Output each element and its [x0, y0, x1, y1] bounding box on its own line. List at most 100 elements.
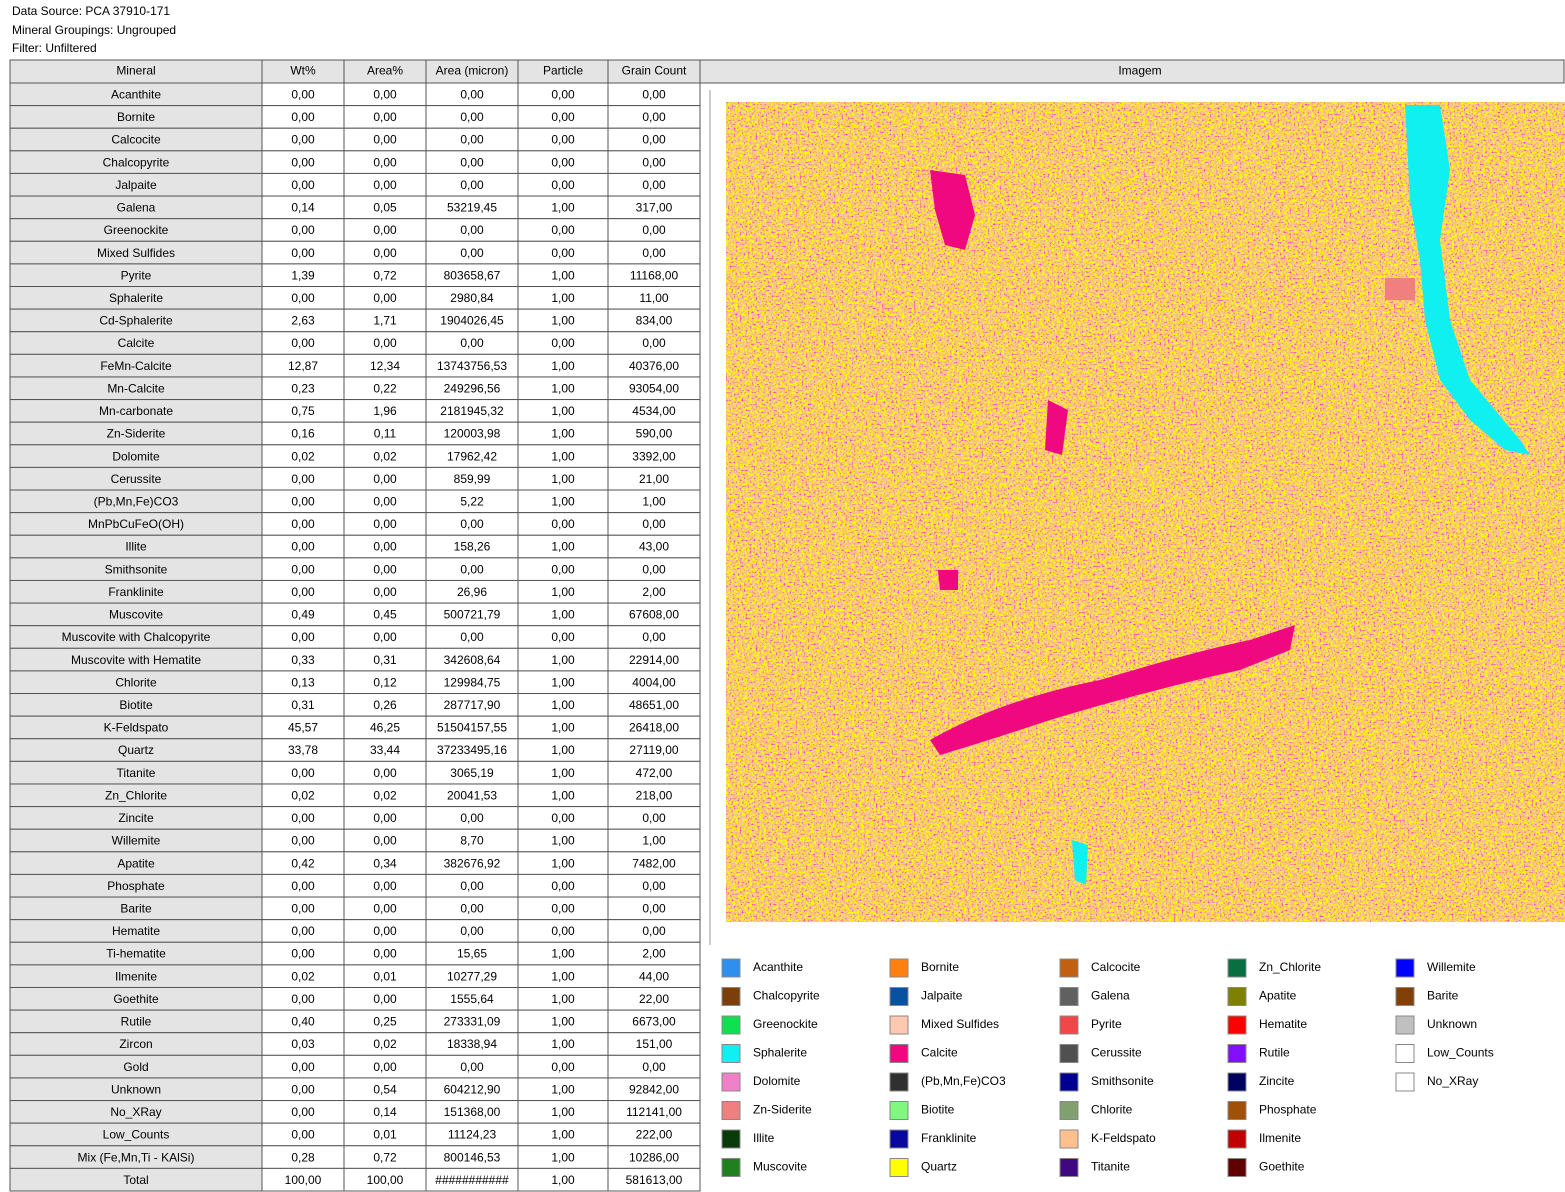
legend-label: Willemite: [1427, 960, 1476, 974]
cell-value: 17962,42: [447, 449, 497, 463]
mineral-name: Chalcopyrite: [103, 155, 170, 169]
cell-value: 0,00: [373, 834, 397, 848]
cell-value: 0,00: [551, 155, 575, 169]
mineral-name: Acanthite: [111, 87, 161, 101]
cell-value: 0,00: [551, 246, 575, 260]
cell-value: 1,00: [551, 608, 575, 622]
cell-value: 0,00: [642, 246, 666, 260]
cell-value: 0,00: [551, 87, 575, 101]
cell-value: 151368,00: [444, 1105, 501, 1119]
mineral-name: Chlorite: [115, 675, 157, 689]
legend-swatch: [1396, 1045, 1414, 1063]
mineral-name: K-Feldspato: [104, 721, 169, 735]
cell-value: 0,00: [460, 110, 484, 124]
cell-value: 26418,00: [629, 721, 679, 735]
cell-value: 0,31: [291, 698, 315, 712]
mineral-name: Calcite: [118, 336, 155, 350]
legend-label: Calcite: [921, 1046, 958, 1060]
mineral-name: Franklinite: [108, 585, 164, 599]
cell-value: 67608,00: [629, 608, 679, 622]
cell-value: 0,00: [373, 992, 397, 1006]
cell-value: 4004,00: [632, 675, 676, 689]
cell-value: 8,70: [460, 834, 484, 848]
mineral-name: Unknown: [111, 1082, 161, 1096]
cell-value: 0,00: [291, 178, 315, 192]
cell-value: 2,00: [642, 585, 666, 599]
cell-value: 1,00: [551, 585, 575, 599]
cell-value: 0,00: [642, 178, 666, 192]
legend-label: Calcocite: [1091, 960, 1141, 974]
cell-value: 0,00: [291, 155, 315, 169]
legend-label: No_XRay: [1427, 1074, 1478, 1088]
cell-value: 0,00: [642, 811, 666, 825]
legend-swatch: [1060, 1159, 1078, 1177]
cell-value: 53219,45: [447, 201, 497, 215]
cell-value: 1,00: [551, 472, 575, 486]
cell-value: 1,00: [551, 540, 575, 554]
legend-swatch: [1060, 1073, 1078, 1091]
cell-value: 0,00: [373, 472, 397, 486]
mineral-name: Galena: [117, 201, 156, 215]
cell-value: 120003,98: [444, 427, 501, 441]
cell-value: 0,00: [460, 246, 484, 260]
cell-value: 1,00: [551, 314, 575, 328]
cell-value: 0,34: [373, 856, 397, 870]
cell-value: 0,00: [460, 517, 484, 531]
cell-value: 51504157,55: [437, 721, 507, 735]
cell-value: 287717,90: [444, 698, 501, 712]
cell-value: 2,00: [642, 947, 666, 961]
mineral-name: Zn-Siderite: [107, 427, 166, 441]
cell-value: 1904026,45: [440, 314, 504, 328]
cell-value: 0,03: [291, 1037, 315, 1051]
cell-value: 0,00: [642, 133, 666, 147]
cell-value: 2,63: [291, 314, 315, 328]
cell-value: 0,28: [291, 1150, 315, 1164]
cell-value: 151,00: [636, 1037, 673, 1051]
mineral-name: Smithsonite: [105, 562, 168, 576]
cell-value: 15,65: [457, 947, 487, 961]
mineral-map: [726, 102, 1565, 922]
cell-value: 48651,00: [629, 698, 679, 712]
cell-value: 13743756,53: [437, 359, 507, 373]
cell-value: 382676,92: [444, 856, 501, 870]
cell-value: 0,00: [291, 585, 315, 599]
cell-value: 0,00: [373, 133, 397, 147]
mineral-name: FeMn-Calcite: [100, 359, 172, 373]
cell-value: 0,00: [460, 902, 484, 916]
column-header: Wt%: [290, 64, 316, 78]
cell-value: 0,02: [373, 449, 397, 463]
legend-label: Chlorite: [1091, 1103, 1133, 1117]
cell-value: 0,13: [291, 675, 315, 689]
cell-value: 0,00: [551, 336, 575, 350]
mineral-name: Calcocite: [111, 133, 161, 147]
cell-value: 0,00: [551, 178, 575, 192]
legend-label: Franklinite: [921, 1131, 977, 1145]
cell-value: 0,00: [291, 494, 315, 508]
mineral-name: Muscovite with Hematite: [71, 653, 201, 667]
legend-label: Mixed Sulfides: [921, 1017, 999, 1031]
cell-value: 0,00: [642, 1060, 666, 1074]
legend-label: Jalpaite: [921, 989, 963, 1003]
cell-value: 472,00: [636, 766, 673, 780]
cell-value: 0,00: [291, 110, 315, 124]
legend-swatch: [722, 1130, 740, 1148]
cell-value: 22,00: [639, 992, 669, 1006]
groupings: Mineral Groupings: Ungrouped: [12, 23, 176, 37]
cell-value: 0,00: [551, 562, 575, 576]
legend-swatch: [890, 959, 908, 977]
legend-label: Biotite: [921, 1103, 955, 1117]
legend-label: Zn-Siderite: [753, 1103, 812, 1117]
cell-value: 1,00: [551, 494, 575, 508]
cell-value: 0,00: [373, 155, 397, 169]
mineral-name: Mn-Calcite: [107, 381, 165, 395]
cell-value: 129984,75: [444, 675, 501, 689]
legend-label: Smithsonite: [1091, 1074, 1154, 1088]
cell-value: 0,26: [373, 698, 397, 712]
mineral-name: Sphalerite: [109, 291, 163, 305]
mineral-name: Quartz: [118, 743, 154, 757]
column-header: Mineral: [116, 64, 155, 78]
legend-swatch: [1228, 988, 1246, 1006]
cell-value: 0,00: [460, 811, 484, 825]
legend-swatch: [722, 988, 740, 1006]
cell-value: 1,00: [551, 201, 575, 215]
